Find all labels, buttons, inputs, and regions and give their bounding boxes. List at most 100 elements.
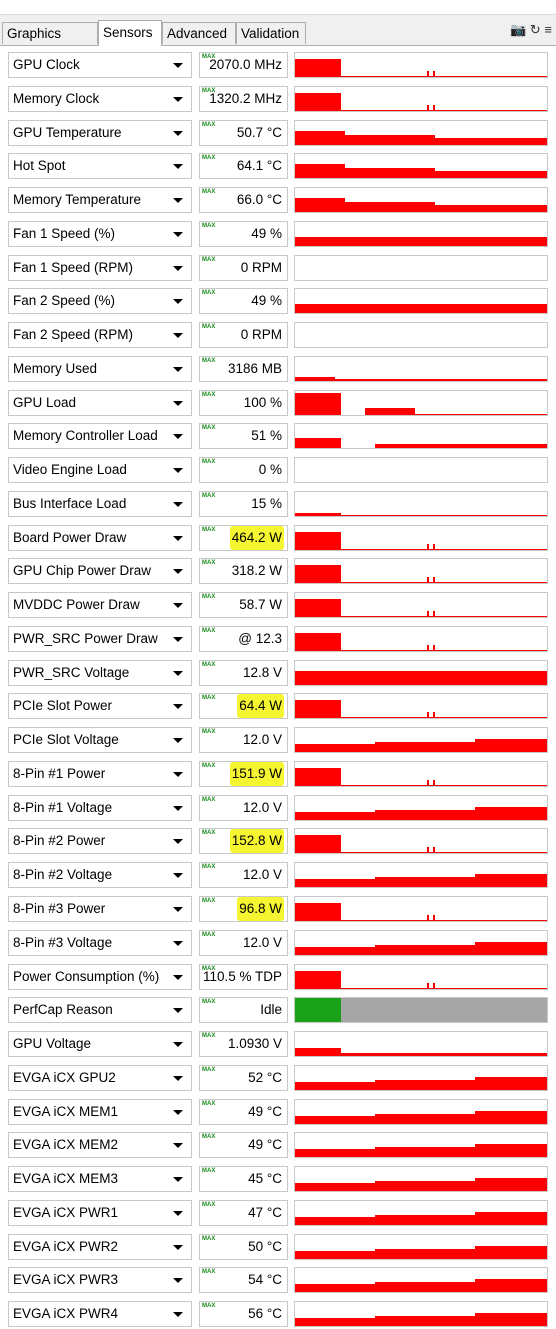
sensor-select[interactable]: Memory Temperature (8, 187, 192, 214)
graph-fill (341, 109, 547, 111)
dropdown-arrow (173, 96, 183, 102)
sensor-graph (294, 760, 548, 787)
sensor-value: 49 % (251, 293, 282, 309)
sensor-value: 12.0 V (242, 867, 282, 883)
max-indicator: MAX (202, 796, 216, 803)
value-box: MAX 0 RPM (199, 254, 288, 281)
sensor-select[interactable]: PerfCap Reason (8, 997, 192, 1024)
sensor-value: 52 °C (248, 1069, 282, 1085)
sensor-select[interactable]: 8-Pin #1 Voltage (8, 794, 192, 821)
sensor-value: 2070.0 MHz (209, 57, 282, 72)
graph-fill (341, 852, 547, 854)
sensor-select[interactable]: EVGA iCX PWR2 (8, 1233, 192, 1260)
sensor-select[interactable]: Bus Interface Load (8, 490, 192, 517)
graph-fill (433, 915, 435, 921)
sensor-select[interactable]: Fan 2 Speed (RPM) (8, 322, 192, 349)
value-box: MAX 50.7 °C (199, 119, 288, 146)
dropdown-arrow (173, 805, 183, 811)
sensor-select[interactable]: GPU Clock (8, 52, 192, 78)
sensor-select[interactable]: Memory Used (8, 355, 192, 382)
graph-fill (475, 806, 547, 820)
max-indicator: MAX (202, 661, 216, 668)
sensor-value: 50.7 °C (236, 124, 282, 140)
sensor-select[interactable]: EVGA iCX MEM1 (8, 1098, 192, 1125)
sensor-row: 8-Pin #3 Power MAX 96.8 W (0, 896, 556, 924)
sensor-select[interactable]: 8-Pin #3 Power (8, 896, 192, 922)
tab[interactable]: Validation (236, 22, 306, 44)
sensor-select[interactable]: PCIe Slot Voltage (8, 727, 192, 754)
graph-fill (427, 847, 429, 854)
sensor-graph (294, 1132, 548, 1159)
graph-fill (427, 71, 429, 77)
graph-fill (295, 1284, 375, 1293)
sensor-select[interactable]: 8-Pin #3 Voltage (8, 929, 192, 956)
graph-fill (433, 611, 435, 618)
sensor-row: Power Consumption (%) MAX 110.5 % TDP (0, 963, 556, 992)
value-box: MAX 2070.0 MHz (199, 52, 288, 78)
sensor-select[interactable]: EVGA iCX MEM3 (8, 1166, 192, 1193)
sensor-row: Video Engine Load MAX 0 % (0, 457, 556, 485)
value-box: MAX 50 °C (199, 1233, 288, 1260)
dropdown-arrow (173, 366, 183, 372)
sensor-value: 54 °C (248, 1272, 282, 1288)
sensor-graph (294, 490, 548, 517)
sensor-select[interactable]: Fan 1 Speed (RPM) (8, 254, 192, 281)
graph-fill (375, 1181, 475, 1192)
sensor-row: EVGA iCX PWR1 MAX 47 °C (0, 1199, 556, 1228)
graph-fill (475, 1211, 547, 1225)
sensor-select[interactable]: GPU Voltage (8, 1031, 192, 1058)
sensor-select[interactable]: EVGA iCX PWR4 (8, 1301, 192, 1328)
sensor-select[interactable]: Memory Clock (8, 85, 192, 112)
max-indicator: MAX (202, 1134, 216, 1141)
graph-fill (375, 1282, 475, 1293)
dropdown-arrow (173, 198, 183, 204)
tab[interactable]: Graphics Card (2, 22, 98, 63)
sensor-select[interactable]: GPU Temperature (8, 119, 192, 146)
sensor-row: Memory Clock MAX 1320.2 MHz (0, 85, 556, 114)
dropdown-arrow (173, 1075, 183, 1081)
value-box: MAX 49 °C (199, 1098, 288, 1125)
sensor-select[interactable]: Fan 2 Speed (%) (8, 288, 192, 315)
tab[interactable]: Advanced (162, 22, 236, 44)
sensor-row: Memory Used MAX 3186 MB (0, 355, 556, 384)
graph-fill (475, 1245, 547, 1259)
sensor-select[interactable]: EVGA iCX PWR3 (8, 1267, 192, 1294)
max-indicator: MAX (202, 1066, 216, 1073)
sensor-select[interactable]: 8-Pin #2 Voltage (8, 862, 192, 889)
value-box: MAX 47 °C (199, 1199, 288, 1226)
sensor-value: 47 °C (248, 1204, 282, 1220)
sensor-select[interactable]: PCIe Slot Power (8, 693, 192, 720)
graph-fill (375, 809, 475, 820)
sensor-select[interactable]: MVDDC Power Draw (8, 592, 192, 619)
dropdown-arrow (173, 1008, 183, 1014)
sensor-select[interactable]: Video Engine Load (8, 457, 192, 484)
graph-fill (375, 742, 475, 753)
sensor-select[interactable]: GPU Load (8, 389, 192, 416)
tab[interactable]: Sensors (98, 20, 162, 46)
sensor-select[interactable]: Power Consumption (%) (8, 963, 192, 990)
sensor-select[interactable]: GPU Chip Power Draw (8, 558, 192, 585)
sensor-select[interactable]: Fan 1 Speed (%) (8, 220, 192, 247)
sensor-graph (294, 288, 548, 315)
sensor-select[interactable]: 8-Pin #1 Power (8, 760, 192, 787)
sensor-select[interactable]: EVGA iCX PWR1 (8, 1199, 192, 1226)
sensor-select[interactable]: 8-Pin #2 Power (8, 828, 192, 855)
value-box: MAX 12.0 V (199, 794, 288, 821)
graph-fill (341, 548, 547, 550)
sensor-select[interactable]: Board Power Draw (8, 524, 192, 551)
dropdown-arrow (173, 400, 183, 406)
graph-fill (341, 76, 547, 77)
sensor-select[interactable]: PWR_SRC Power Draw (8, 625, 192, 652)
graph-fill (295, 1216, 375, 1225)
value-box: MAX 1320.2 MHz (199, 85, 288, 112)
sensor-select[interactable]: Hot Spot (8, 153, 192, 180)
sensor-value: 151.9 W (229, 761, 284, 786)
sensor-graph (294, 1199, 548, 1226)
graph-fill (475, 874, 547, 888)
max-indicator: MAX (202, 1168, 216, 1175)
sensor-select[interactable]: PWR_SRC Voltage (8, 659, 192, 686)
sensor-select[interactable]: Memory Controller Load (8, 423, 192, 450)
sensor-select[interactable]: EVGA iCX GPU2 (8, 1064, 192, 1091)
sensor-select[interactable]: EVGA iCX MEM2 (8, 1132, 192, 1159)
dropdown-arrow (173, 434, 183, 440)
